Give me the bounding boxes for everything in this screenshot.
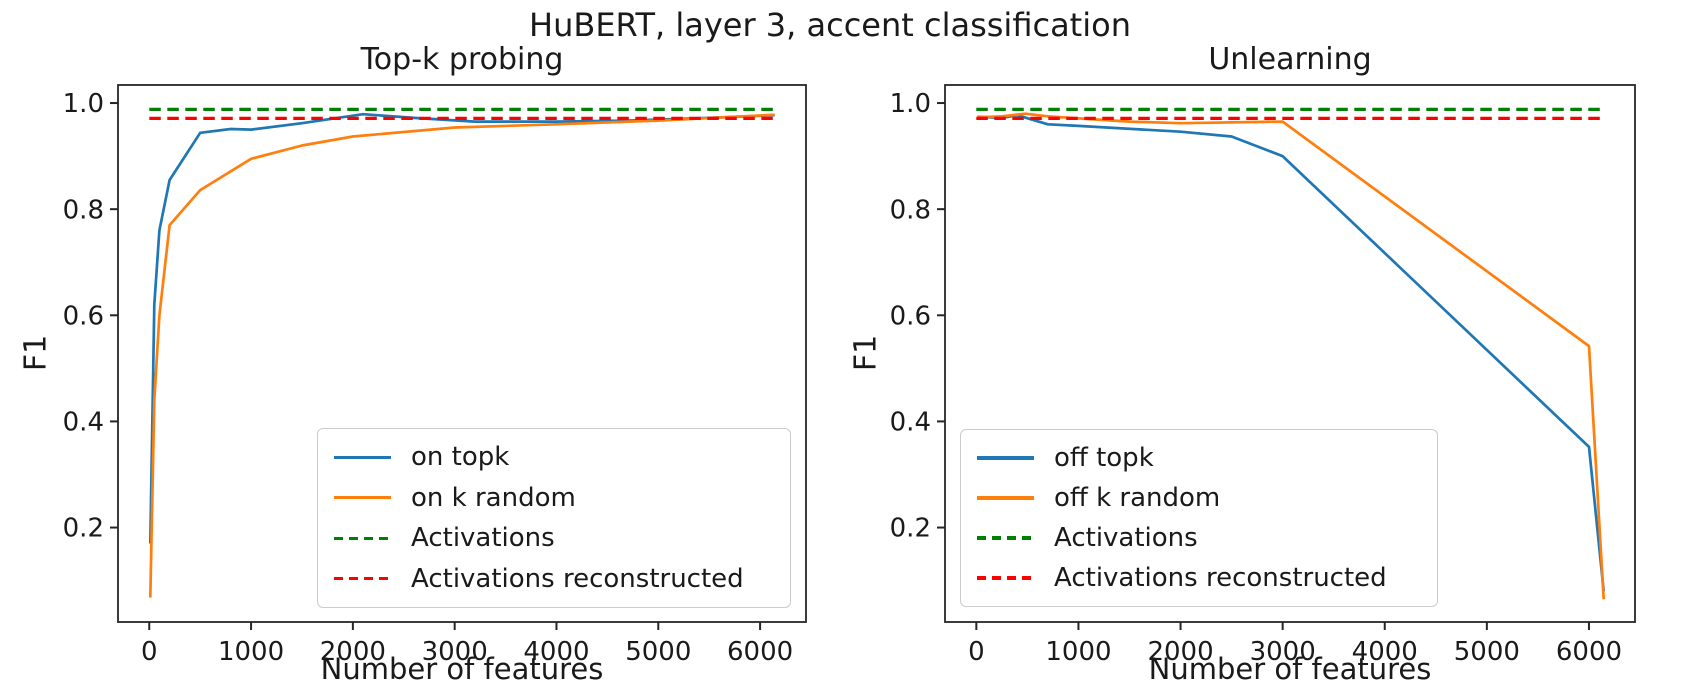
- x-tick-label: 2000: [1147, 637, 1213, 667]
- y-tick-label: 0.2: [63, 514, 104, 544]
- y-tick-label: 0.6: [63, 301, 104, 331]
- plot-frame: [944, 84, 1636, 623]
- x-tick-label: 0: [141, 637, 158, 667]
- x-tick-label: 4000: [523, 637, 589, 667]
- x-tick-label: 3000: [1250, 637, 1316, 667]
- y-axis-label-right: F1: [848, 334, 884, 372]
- legend-entry-activations-reconstructed: Activations reconstructed: [977, 563, 1421, 593]
- legend-entry-on-k-random: on k random: [334, 483, 774, 513]
- legend-left: on topk on k random Activations Activations…: [317, 428, 791, 608]
- solid-line-sample-icon: [977, 456, 1034, 460]
- legend-label: Activations: [1054, 523, 1198, 553]
- y-tick-label: 1.0: [63, 89, 104, 119]
- y-tick-label: 0.8: [890, 195, 931, 225]
- y-tick-label: 0.8: [63, 195, 104, 225]
- x-tick-label: 0: [968, 637, 985, 667]
- y-tick-label: 1.0: [890, 89, 931, 119]
- legend-entry-activations: Activations: [334, 523, 774, 553]
- subplot-title-topk-probing: Top-k probing: [360, 42, 564, 77]
- legend-entry-on-topk: on topk: [334, 442, 774, 472]
- x-tick-label: 3000: [422, 637, 488, 667]
- legend-entry-off-topk: off topk: [977, 443, 1421, 473]
- dashed-line-sample-icon: [977, 576, 1034, 580]
- x-tick-label: 2000: [320, 637, 386, 667]
- legend-label: off topk: [1054, 443, 1154, 473]
- legend-label: on k random: [411, 482, 576, 513]
- legend-entry-off-k-random: off k random: [977, 483, 1421, 513]
- x-axis-label-left: Number of features: [320, 652, 604, 686]
- y-tick-label: 0.6: [890, 301, 931, 331]
- solid-line-sample-icon: [334, 455, 391, 459]
- x-tick-label: 6000: [1556, 637, 1622, 667]
- x-tick-label: 1000: [1045, 637, 1111, 667]
- y-tick-label: 0.2: [890, 514, 931, 544]
- plot-frame: [117, 84, 807, 623]
- figure-title: HuBERT, layer 3, accent classification: [529, 6, 1131, 44]
- x-axis-label-right: Number of features: [1148, 652, 1432, 686]
- x-tick-label: 5000: [625, 637, 691, 667]
- legend-label: Activations reconstructed: [1054, 563, 1387, 593]
- x-tick-label: 5000: [1454, 637, 1520, 667]
- legend-right: off topk off k random Activations Activatio…: [960, 429, 1438, 607]
- subplot-title-unlearning: Unlearning: [1208, 42, 1372, 77]
- legend-label: Activations reconstructed: [411, 563, 744, 594]
- legend-entry-activations: Activations: [977, 523, 1421, 553]
- legend-entry-activations-reconstructed: Activations reconstructed: [334, 564, 774, 594]
- legend-label: off k random: [1054, 483, 1221, 513]
- series-line-on-k-random: [148, 113, 775, 598]
- series-line-on-topk: [148, 112, 775, 544]
- dashed-line-sample-icon: [334, 536, 391, 540]
- dashed-line-sample-icon: [977, 536, 1034, 540]
- solid-line-sample-icon: [334, 496, 391, 500]
- legend-label: Activations: [411, 523, 555, 554]
- solid-line-sample-icon: [977, 496, 1034, 500]
- legend-label: on topk: [411, 442, 510, 473]
- y-tick-label: 0.4: [63, 408, 104, 438]
- x-tick-label: 4000: [1352, 637, 1418, 667]
- x-tick-label: 1000: [218, 637, 284, 667]
- y-axis-label-left: F1: [18, 334, 54, 372]
- y-tick-label: 0.4: [890, 408, 931, 438]
- x-tick-label: 6000: [727, 637, 793, 667]
- dashed-line-sample-icon: [334, 577, 391, 581]
